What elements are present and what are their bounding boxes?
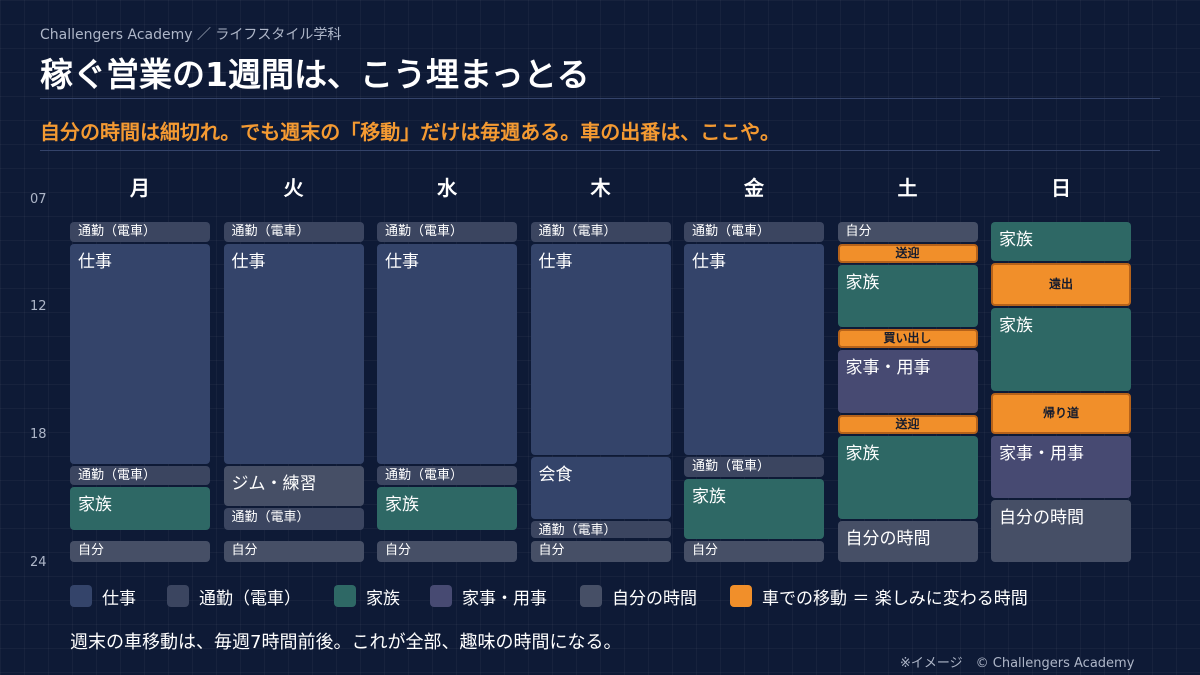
- schedule-block-commute: 通勤（電車）: [377, 222, 517, 242]
- legend-label-drive: 車での移動 ＝ 楽しみに変わる時間: [762, 588, 1028, 609]
- legend-label-self: 自分の時間: [612, 588, 697, 609]
- legend-label-commute: 通勤（電車）: [199, 588, 301, 609]
- schedule-block-self: 自分: [223, 540, 364, 562]
- schedule-block-family: 家族: [837, 435, 978, 520]
- legend-item-work: 仕事: [70, 584, 136, 609]
- schedule-block-self: 自分: [837, 222, 978, 242]
- schedule-block-chores: 家事・用事: [991, 435, 1131, 498]
- schedule-block-family: 家族: [684, 478, 824, 539]
- schedule-block-work: 仕事: [223, 243, 364, 464]
- schedule-block-work: 仕事: [530, 243, 671, 456]
- schedule-block-drive: 遠出: [991, 262, 1131, 306]
- schedule-block-self: 自分: [530, 540, 671, 562]
- legend-item-self: 自分の時間: [580, 584, 697, 609]
- day-header: 金: [744, 176, 764, 200]
- y-tick-label: 12: [30, 298, 47, 314]
- legend-swatch-self: [580, 585, 602, 607]
- day-header: 水: [437, 176, 457, 200]
- brand-label: Challengers Academy ／ ライフスタイル学科: [40, 27, 342, 43]
- day-header: 火: [283, 176, 304, 200]
- schedule-block-work: 仕事: [684, 243, 824, 456]
- schedule-block-self: 自分の時間: [837, 521, 978, 562]
- schedule-block-chores: 家事・用事: [837, 350, 978, 413]
- subtitle-divider: [40, 150, 1160, 151]
- y-tick-label: 18: [30, 426, 47, 442]
- schedule-block-family: 家族: [991, 307, 1131, 392]
- schedule-block-commute: 通勤（電車）: [70, 465, 210, 486]
- schedule-block-commute: 通勤（電車）: [70, 222, 210, 242]
- schedule-block-self: ジム・練習: [223, 465, 364, 507]
- schedule-block-drive: 買い出し: [837, 329, 978, 349]
- title-divider: [40, 98, 1160, 99]
- schedule-block-commute: 通勤（電車）: [684, 457, 824, 477]
- schedule-block-commute: 通勤（電車）: [223, 508, 364, 530]
- legend-item-commute: 通勤（電車）: [167, 584, 301, 609]
- schedule-block-family: 家族: [377, 487, 517, 530]
- footer-note: 週末の車移動は、毎週7時間前後。これが全部、趣味の時間になる。: [70, 632, 622, 653]
- legend-swatch-work: [70, 585, 92, 607]
- schedule-block-work: 会食: [530, 457, 671, 520]
- schedule-block-self: 自分: [684, 540, 824, 562]
- legend-swatch-chores: [430, 585, 452, 607]
- footer-credit: ※イメージ © Challengers Academy: [900, 656, 1135, 671]
- schedule-block-commute: 通勤（電車）: [377, 465, 517, 486]
- legend-swatch-drive: [730, 585, 752, 607]
- schedule-block-commute: 通勤（電車）: [223, 222, 364, 242]
- schedule-block-self: 自分: [377, 540, 517, 562]
- legend-label-work: 仕事: [102, 588, 136, 609]
- page-subtitle: 自分の時間は細切れ。でも週末の「移動」だけは毎週ある。車の出番は、ここや。: [40, 120, 780, 144]
- legend-swatch-commute: [167, 585, 189, 607]
- legend-label-chores: 家事・用事: [462, 588, 547, 609]
- legend-label-family: 家族: [366, 588, 400, 609]
- schedule-block-drive: 送迎: [837, 243, 978, 264]
- page-title: 稼ぐ営業の1週間は、こう埋まっとる: [40, 55, 590, 94]
- schedule-block-self: 自分: [70, 540, 210, 562]
- day-header: 日: [1051, 176, 1071, 200]
- schedule-block-family: 家族: [837, 265, 978, 328]
- schedule-block-work: 仕事: [377, 243, 517, 464]
- day-header: 木: [590, 176, 611, 200]
- legend-item-drive: 車での移動 ＝ 楽しみに変わる時間: [730, 584, 1028, 609]
- schedule-block-drive: 帰り道: [991, 393, 1131, 434]
- y-tick-label: 07: [30, 192, 47, 207]
- schedule-block-family: 家族: [991, 222, 1131, 261]
- day-header: 土: [897, 176, 918, 200]
- legend-item-family: 家族: [334, 584, 400, 609]
- schedule-block-commute: 通勤（電車）: [530, 521, 671, 539]
- y-tick-label: 24: [30, 555, 47, 570]
- legend-item-chores: 家事・用事: [430, 584, 547, 609]
- day-header: 月: [130, 176, 150, 200]
- schedule-block-family: 家族: [70, 487, 210, 530]
- schedule-block-drive: 送迎: [837, 414, 978, 434]
- legend-swatch-family: [334, 585, 356, 607]
- schedule-block-commute: 通勤（電車）: [684, 222, 824, 242]
- schedule-block-self: 自分の時間: [991, 499, 1131, 562]
- schedule-block-work: 仕事: [70, 243, 210, 464]
- schedule-block-commute: 通勤（電車）: [530, 222, 671, 242]
